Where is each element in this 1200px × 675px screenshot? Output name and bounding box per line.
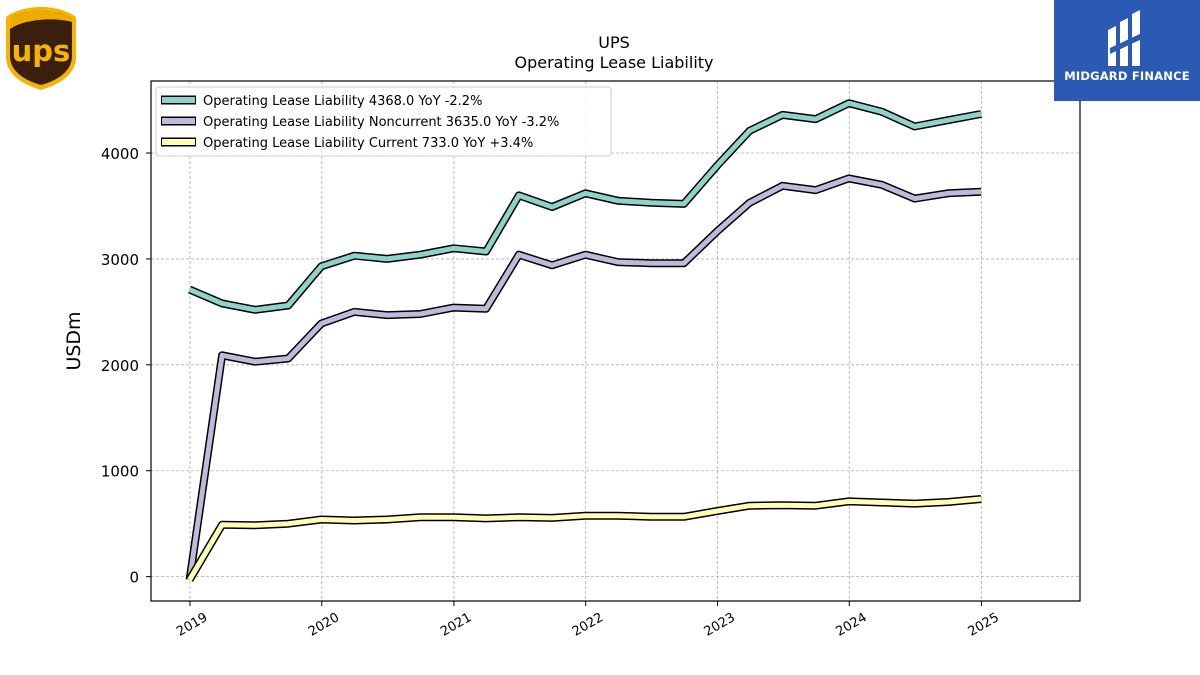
legend-entry-label: Operating Lease Liability 4368.0 YoY -2.…	[203, 94, 482, 109]
y-tick-label: 2000	[101, 357, 139, 375]
chart-subtitle: Operating Lease Liability	[514, 53, 713, 72]
series-lines	[185, 99, 982, 582]
chart-title: UPS	[598, 33, 630, 52]
y-tick-label: 4000	[101, 145, 139, 163]
x-tick-label: 2019	[174, 610, 210, 640]
legend-box	[155, 86, 612, 157]
x-tick-label: 2021	[438, 610, 474, 640]
axis-ticks: 0 1000 2000 3000 4000 2019 2020 2021 2022 2023 202…	[101, 145, 1002, 640]
midgard-finance-text: MIDGARD FINANCE	[1064, 69, 1190, 83]
y-tick-label: 0	[129, 569, 139, 587]
plot-frame	[150, 80, 1081, 602]
y-axis-label: USDm	[63, 311, 85, 370]
series-line	[188, 100, 982, 313]
x-tick-label: 2025	[966, 610, 1002, 640]
series-line	[187, 496, 982, 582]
legend: Operating Lease Liability 4368.0 YoY -2.…	[155, 86, 612, 157]
midgard-mark-icon	[1108, 10, 1144, 66]
x-tick-label: 2024	[833, 610, 869, 640]
ups-logo-text: ups	[12, 34, 71, 68]
legend-entry-label: Operating Lease Liability Current 733.0 …	[203, 136, 533, 151]
series-line	[187, 175, 982, 581]
ups-logo: ups	[4, 5, 78, 91]
x-tick-label: 2022	[570, 610, 606, 640]
y-tick-label: 3000	[101, 251, 139, 269]
legend-entry-label: Operating Lease Liability Noncurrent 363…	[203, 115, 559, 130]
y-tick-label: 1000	[101, 463, 139, 481]
x-tick-label: 2023	[702, 610, 738, 640]
midgard-finance-logo: MIDGARD FINANCE	[1054, 0, 1200, 101]
x-tick-label: 2020	[306, 610, 342, 640]
grid	[151, 81, 1080, 601]
